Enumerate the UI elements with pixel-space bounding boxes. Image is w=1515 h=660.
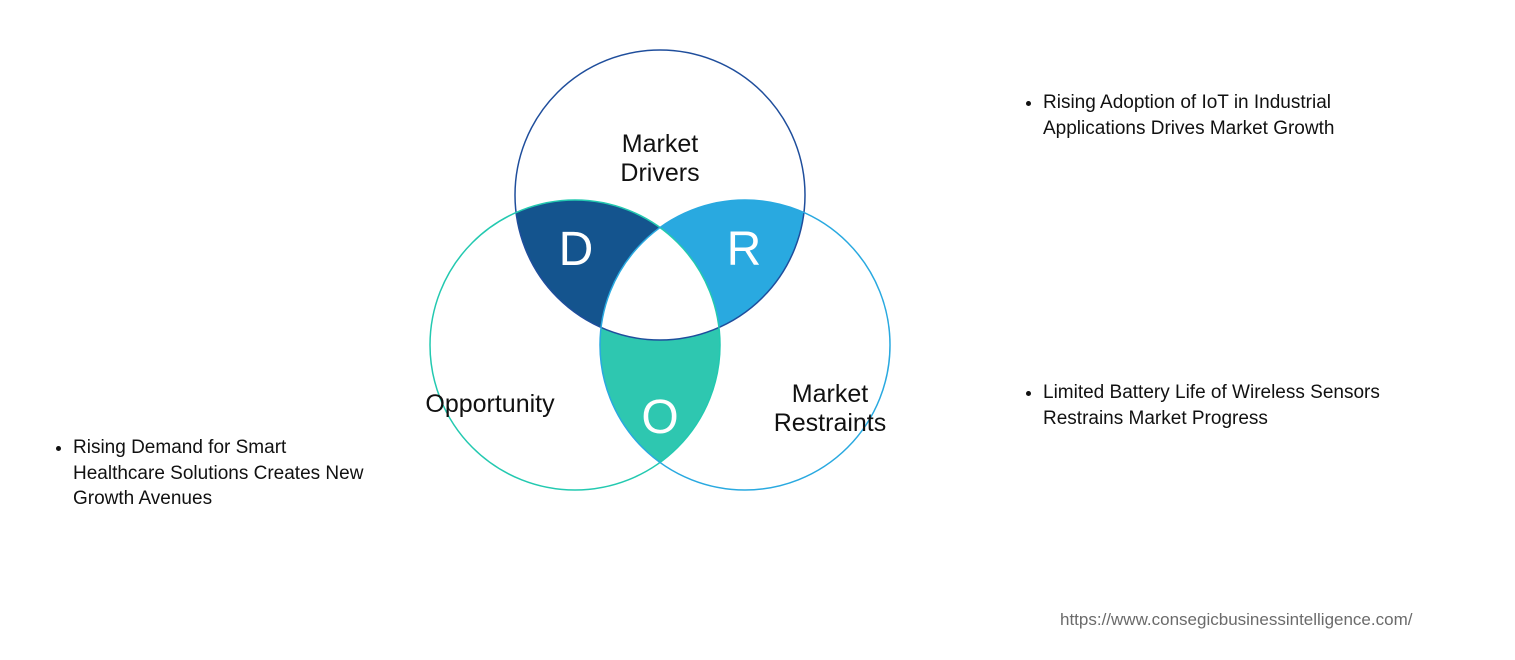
- overlap-letter-r: R: [714, 222, 774, 277]
- label-drivers-line1: Market: [622, 130, 698, 158]
- label-drivers-line2: Drivers: [620, 159, 699, 187]
- bullet-restraints-1: Limited Battery Life of Wireless Sensors…: [1043, 380, 1405, 431]
- overlap-letter-o: O: [630, 390, 690, 445]
- label-drivers: Market Drivers: [570, 130, 750, 188]
- label-restraints: Market Restraints: [740, 380, 920, 438]
- bullets-drivers: Rising Adoption of IoT in Industrial App…: [1025, 90, 1405, 147]
- bullets-opportunity: Rising Demand for Smart Healthcare Solut…: [55, 435, 375, 518]
- bullets-restraints: Limited Battery Life of Wireless Sensors…: [1025, 380, 1405, 437]
- bullet-drivers-1: Rising Adoption of IoT in Industrial App…: [1043, 90, 1405, 141]
- label-restraints-line2: Restraints: [774, 409, 887, 437]
- overlap-letter-d: D: [546, 222, 606, 277]
- label-restraints-line1: Market: [792, 380, 868, 408]
- attribution-text: https://www.consegicbusinessintelligence…: [1060, 610, 1412, 630]
- diagram-stage: Market Drivers Opportunity Market Restra…: [0, 0, 1515, 660]
- bullet-opportunity-1: Rising Demand for Smart Healthcare Solut…: [73, 435, 375, 512]
- label-opportunity-text: Opportunity: [425, 390, 554, 418]
- label-opportunity: Opportunity: [390, 390, 590, 419]
